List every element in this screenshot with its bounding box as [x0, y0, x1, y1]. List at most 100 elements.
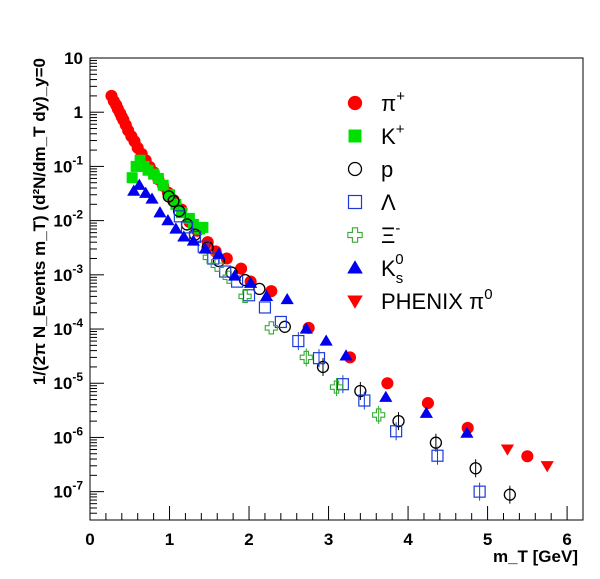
- y-axis: 10 1 10-1 10-2 10-3 10-4 10-5 10-6 10-7: [53, 49, 104, 521]
- data-point: [152, 172, 164, 184]
- legend-label: p: [381, 157, 393, 182]
- data-point: [339, 349, 353, 361]
- legend-marker: [347, 260, 363, 274]
- data-point: [186, 234, 200, 246]
- data-point: [132, 178, 146, 190]
- data-point: [540, 461, 554, 473]
- data-point: [134, 154, 146, 166]
- legend-marker: [347, 295, 363, 309]
- legend-marker: [347, 161, 363, 177]
- legend-marker: [347, 194, 363, 210]
- x-tick-label: 6: [562, 530, 571, 549]
- data-point: [503, 488, 516, 501]
- y-axis-title: 1/(2π N_Events m_T) (d²N/dm_T dy)_y=0: [30, 58, 49, 385]
- data-point: [167, 194, 180, 208]
- y-tick-label: 10: [64, 49, 83, 68]
- data-point: [379, 390, 393, 402]
- data-point: [228, 269, 242, 281]
- legend-marker: [348, 129, 362, 143]
- data-point: [145, 192, 159, 204]
- data-point: [312, 352, 326, 365]
- data-point: [429, 436, 443, 449]
- data-point: [278, 320, 291, 333]
- data-markers: [105, 89, 554, 504]
- data-point: [274, 315, 287, 329]
- y-tick-label: 1: [74, 103, 83, 122]
- y-tick-label: 10-7: [53, 479, 83, 502]
- x-tick-label: 1: [165, 530, 174, 549]
- legend-label: π+: [381, 88, 405, 116]
- data-point: [460, 426, 474, 438]
- data-point: [316, 360, 330, 374]
- data-point: [381, 377, 394, 390]
- data-point: [183, 212, 195, 224]
- data-point: [372, 408, 386, 422]
- data-point: [162, 190, 175, 203]
- data-point: [198, 242, 212, 254]
- data-point: [197, 221, 209, 233]
- data-point: [222, 270, 236, 284]
- y-tick-label: 10-3: [53, 262, 83, 285]
- data-point: [210, 258, 224, 272]
- legend-marker: [347, 227, 363, 243]
- data-point: [238, 289, 252, 303]
- data-point: [244, 276, 258, 288]
- data-point: [253, 282, 266, 296]
- data-point: [161, 214, 175, 226]
- data-point: [319, 334, 333, 346]
- data-point: [431, 449, 444, 462]
- data-point: [130, 160, 142, 172]
- data-point: [259, 289, 274, 302]
- data-point: [354, 384, 367, 398]
- data-point: [500, 444, 515, 456]
- data-point: [299, 350, 313, 364]
- y-tick-label: 10-5: [53, 370, 83, 393]
- y-tick-label: 10-6: [53, 424, 83, 447]
- data-point: [469, 462, 482, 475]
- data-point: [235, 262, 248, 275]
- data-point: [170, 198, 182, 210]
- x-tick-label: 3: [324, 530, 333, 549]
- x-tick-label: 0: [85, 530, 94, 549]
- y-tick-label: 10-2: [53, 208, 83, 231]
- data-point: [280, 292, 294, 305]
- data-point: [157, 179, 169, 191]
- data-point: [329, 380, 344, 394]
- legend-label: Ξ-: [381, 220, 400, 248]
- legend-marker: [347, 95, 363, 111]
- data-point: [358, 394, 371, 407]
- data-point: [521, 450, 534, 463]
- data-point: [292, 334, 305, 348]
- data-point: [187, 218, 199, 230]
- y-tick-label: 10-4: [53, 316, 83, 339]
- data-point: [473, 485, 486, 498]
- data-point: [212, 247, 226, 259]
- data-point: [175, 207, 187, 219]
- data-point: [258, 301, 272, 314]
- data-point: [127, 184, 141, 196]
- x-axis: 0 1 2 3 4 5 6: [85, 506, 584, 549]
- data-point: [419, 406, 433, 418]
- data-point: [242, 289, 256, 302]
- data-point: [180, 221, 194, 234]
- x-axis-title: m_T [GeV]: [493, 547, 578, 566]
- data-point: [264, 321, 278, 335]
- data-point: [126, 172, 138, 184]
- data-point: [392, 414, 405, 428]
- data-point: [153, 206, 167, 218]
- data-point: [299, 322, 313, 334]
- data-point: [390, 425, 403, 438]
- x-tick-label: 2: [244, 530, 253, 549]
- y-tick-label: 10-1: [53, 153, 83, 176]
- data-point: [139, 186, 153, 198]
- data-point: [173, 210, 186, 223]
- x-tick-label: 4: [403, 530, 413, 549]
- legend-label: Ks0: [381, 251, 404, 287]
- data-point: [177, 230, 191, 242]
- legend-label: PHENIX π0: [381, 286, 493, 314]
- data-point: [169, 222, 183, 234]
- legend-label: K+: [381, 121, 405, 149]
- x-tick-label: 5: [483, 530, 492, 549]
